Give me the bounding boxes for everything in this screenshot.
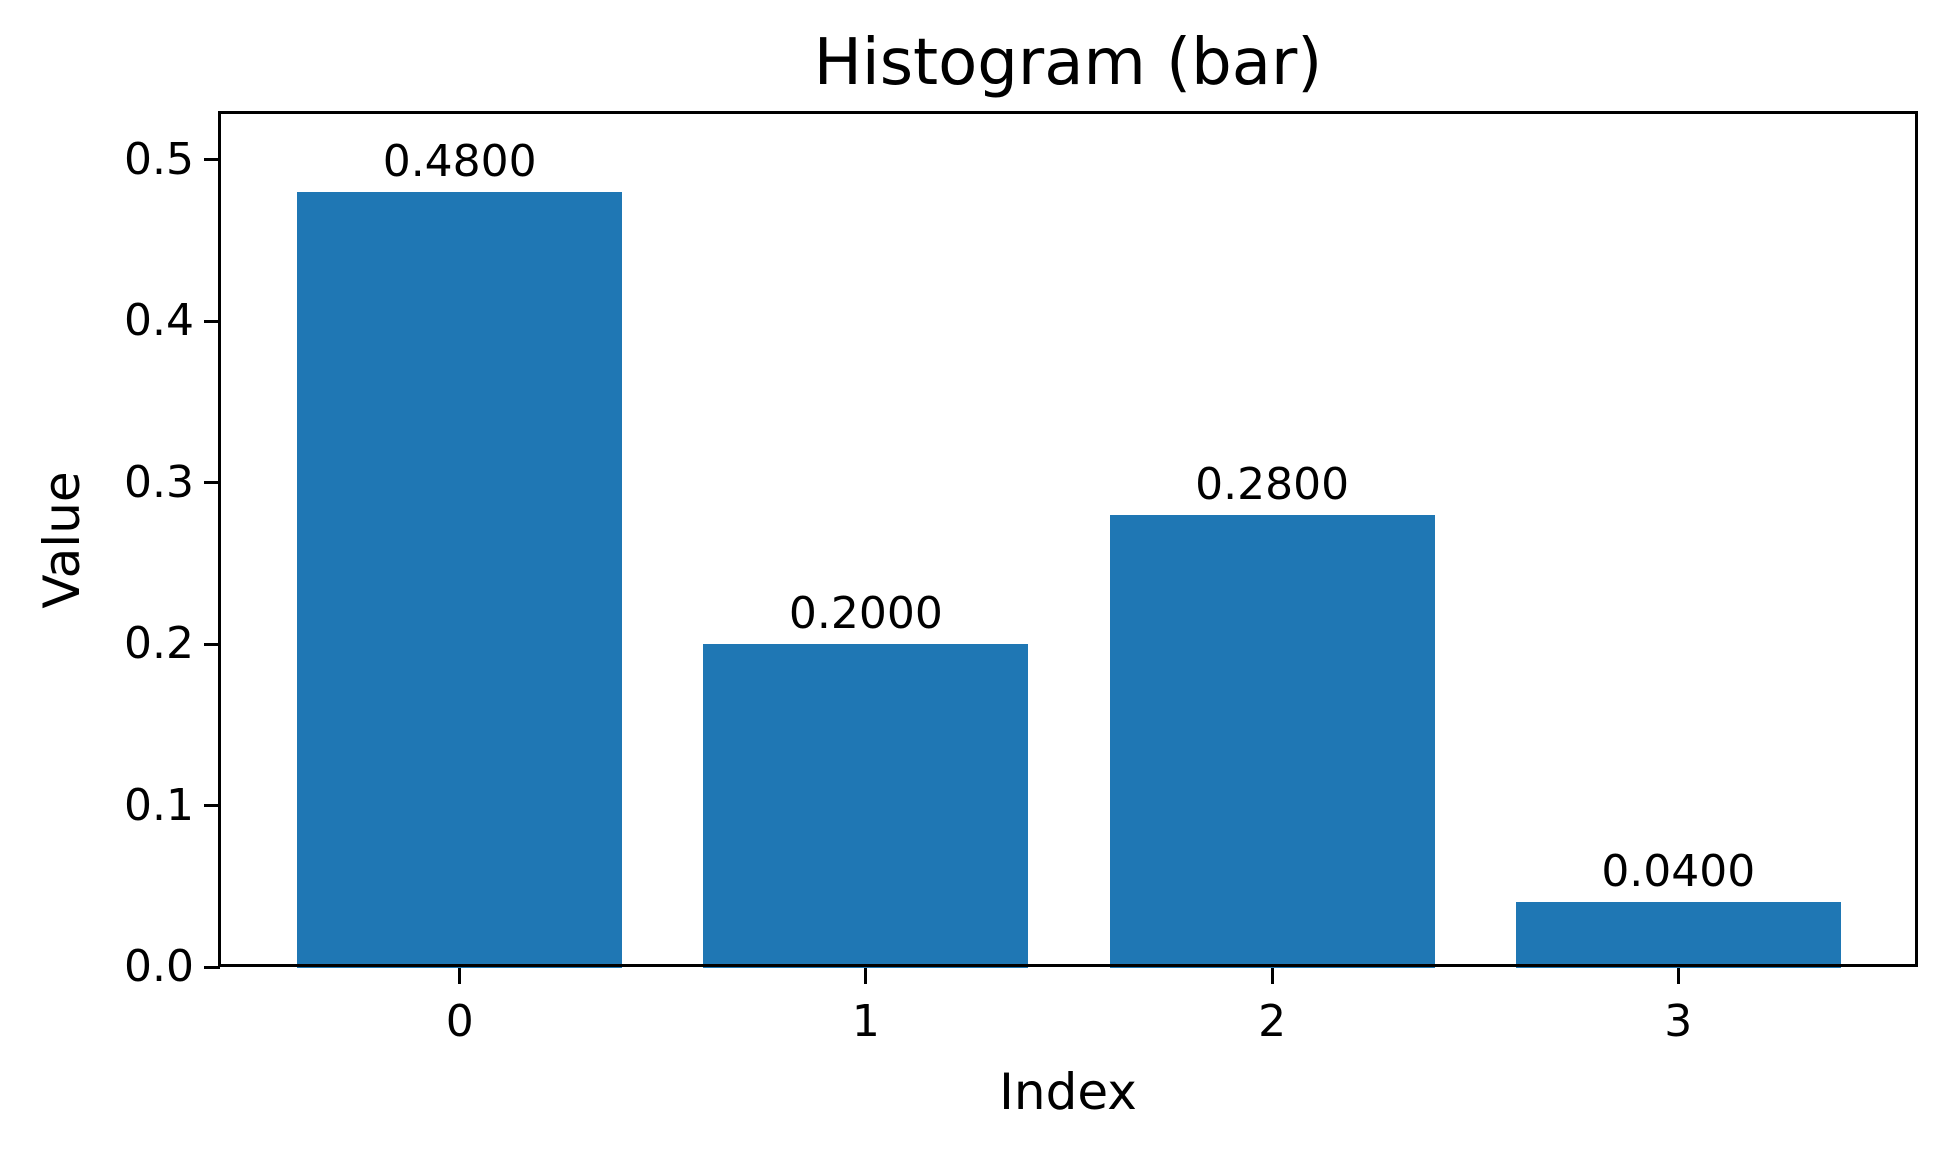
bar-3 (1515, 902, 1841, 968)
y-tick-label-0.2: 0.2 (124, 618, 194, 670)
y-tick-label-0.3: 0.3 (124, 456, 194, 508)
x-tick-label-1: 1 (851, 996, 880, 1047)
y-tick-label-0.5: 0.5 (124, 133, 194, 185)
y-tick-mark-0.1 (204, 804, 220, 808)
y-tick-mark-0.2 (204, 642, 220, 646)
x-tick-label-0: 0 (445, 996, 474, 1047)
y-tick-mark-0.3 (204, 481, 220, 485)
x-tick-mark-3 (1676, 968, 1680, 984)
y-tick-label-0.1: 0.1 (124, 779, 194, 831)
bar-2 (1109, 515, 1435, 968)
x-tick-label-3: 3 (1664, 996, 1693, 1047)
chart-title: Histogram (bar) (813, 26, 1323, 100)
x-tick-mark-0 (458, 968, 462, 984)
bar-value-label-0: 0.4800 (382, 136, 537, 188)
y-tick-mark-0.4 (204, 319, 220, 323)
y-tick-label-0.4: 0.4 (124, 295, 194, 347)
y-tick-label-0.0: 0.0 (124, 941, 194, 992)
y-axis-label: Value (33, 471, 91, 609)
bar-value-label-3: 0.0400 (1601, 846, 1756, 898)
x-tick-mark-1 (864, 968, 868, 984)
bar-1 (703, 644, 1029, 968)
bar-0 (297, 192, 623, 968)
x-tick-label-2: 2 (1258, 996, 1287, 1047)
y-tick-mark-0.5 (204, 158, 220, 162)
bar-value-label-2: 0.2800 (1195, 459, 1350, 510)
x-axis-label: Index (999, 1063, 1137, 1121)
x-tick-mark-2 (1270, 968, 1274, 984)
y-tick-mark-0.0 (204, 965, 220, 969)
bar-value-label-1: 0.2000 (788, 588, 943, 640)
